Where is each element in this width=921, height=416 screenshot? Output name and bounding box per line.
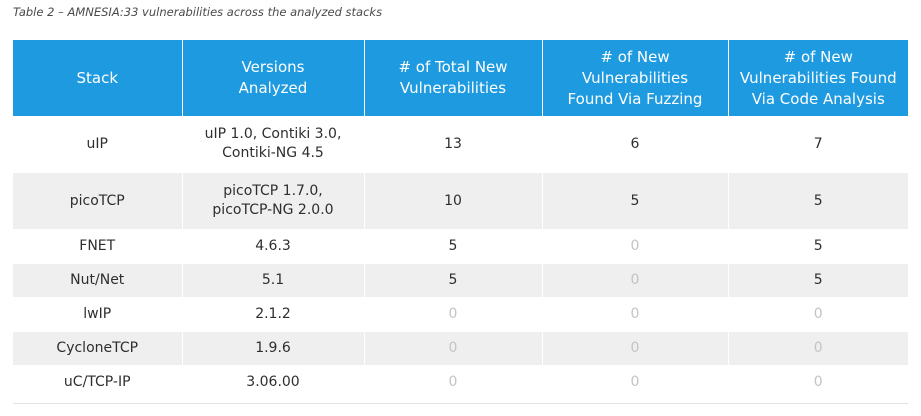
cell-code-analysis: 0 <box>727 331 908 366</box>
cell-code-analysis: 0 <box>727 365 908 400</box>
table-row: picoTCP picoTCP 1.7.0, picoTCP-NG 2.0.0 … <box>13 172 908 230</box>
cell-versions: 4.6.3 <box>181 229 364 264</box>
header-line: # of Total New <box>398 58 508 76</box>
cell-total: 0 <box>363 365 542 400</box>
header-stack: Stack <box>13 40 182 116</box>
cell-code-analysis: 5 <box>727 172 908 230</box>
header-line: Vulnerabilities Found <box>739 68 897 87</box>
header-line: # of New <box>783 47 853 66</box>
header-total-new-vulnerabilities: # of Total New Vulnerabilities <box>363 40 542 116</box>
header-row: Stack Versions Analyzed # of Total New V… <box>13 40 908 116</box>
version-line: uIP 1.0, Contiki 3.0, <box>204 126 342 142</box>
table-row: lwIP 2.1.2 0 0 0 <box>13 297 908 332</box>
cell-versions: picoTCP 1.7.0, picoTCP-NG 2.0.0 <box>181 172 364 230</box>
header-found-via-code-analysis: # of New Vulnerabilities Found Via Code … <box>727 40 908 116</box>
table-row: CycloneTCP 1.9.6 0 0 0 <box>13 331 908 366</box>
header-line: Via Code Analysis <box>751 89 885 108</box>
version-line: Contiki-NG 4.5 <box>222 145 324 161</box>
cell-fuzzing: 0 <box>541 331 728 366</box>
cell-fuzzing: 0 <box>541 365 728 400</box>
table-row: uIP uIP 1.0, Contiki 3.0, Contiki-NG 4.5… <box>13 116 908 173</box>
cell-total: 10 <box>363 172 542 230</box>
table-caption: Table 2 – AMNESIA:33 vulnerabilities acr… <box>13 5 383 19</box>
header-line: Vulnerabilities <box>399 79 507 97</box>
cell-versions: uIP 1.0, Contiki 3.0, Contiki-NG 4.5 <box>181 116 364 173</box>
cell-versions: 3.06.00 <box>181 365 364 400</box>
cell-stack: FNET <box>13 229 182 264</box>
cell-fuzzing: 0 <box>541 263 728 298</box>
header-line: Stack <box>76 68 119 87</box>
cell-stack: Nut/Net <box>13 263 182 298</box>
cell-code-analysis: 7 <box>727 116 908 173</box>
cell-stack: lwIP <box>13 297 182 332</box>
cell-fuzzing: 5 <box>541 172 728 230</box>
cell-fuzzing: 6 <box>541 116 728 173</box>
cell-fuzzing: 0 <box>541 297 728 332</box>
header-versions-analyzed: Versions Analyzed <box>181 40 364 116</box>
header-line: # of New <box>600 47 670 66</box>
vulnerabilities-table: Stack Versions Analyzed # of Total New V… <box>13 40 908 400</box>
cell-versions: 5.1 <box>181 263 364 298</box>
cell-fuzzing: 0 <box>541 229 728 264</box>
cell-versions: 1.9.6 <box>181 331 364 366</box>
cell-stack: uC/TCP-IP <box>13 365 182 400</box>
cell-total: 0 <box>363 297 542 332</box>
cell-total: 5 <box>363 263 542 298</box>
header-line: Versions <box>241 58 305 76</box>
cell-versions: 2.1.2 <box>181 297 364 332</box>
cell-total: 5 <box>363 229 542 264</box>
header-line: Vulnerabilities <box>581 68 689 87</box>
header-line: Found Via Fuzzing <box>567 89 703 108</box>
header-line: Analyzed <box>238 79 308 97</box>
cell-total: 0 <box>363 331 542 366</box>
table-row: FNET 4.6.3 5 0 5 <box>13 229 908 264</box>
cell-stack: CycloneTCP <box>13 331 182 366</box>
cell-total: 13 <box>363 116 542 173</box>
table-bottom-divider <box>13 403 908 404</box>
cell-stack: picoTCP <box>13 172 182 230</box>
header-found-via-fuzzing: # of New Vulnerabilities Found Via Fuzzi… <box>541 40 728 116</box>
version-line: picoTCP-NG 2.0.0 <box>212 202 334 218</box>
cell-stack: uIP <box>13 116 182 173</box>
cell-code-analysis: 5 <box>727 229 908 264</box>
table-row: Nut/Net 5.1 5 0 5 <box>13 263 908 298</box>
table-row: uC/TCP-IP 3.06.00 0 0 0 <box>13 365 908 400</box>
cell-code-analysis: 5 <box>727 263 908 298</box>
version-line: picoTCP 1.7.0, <box>223 183 323 199</box>
cell-code-analysis: 0 <box>727 297 908 332</box>
